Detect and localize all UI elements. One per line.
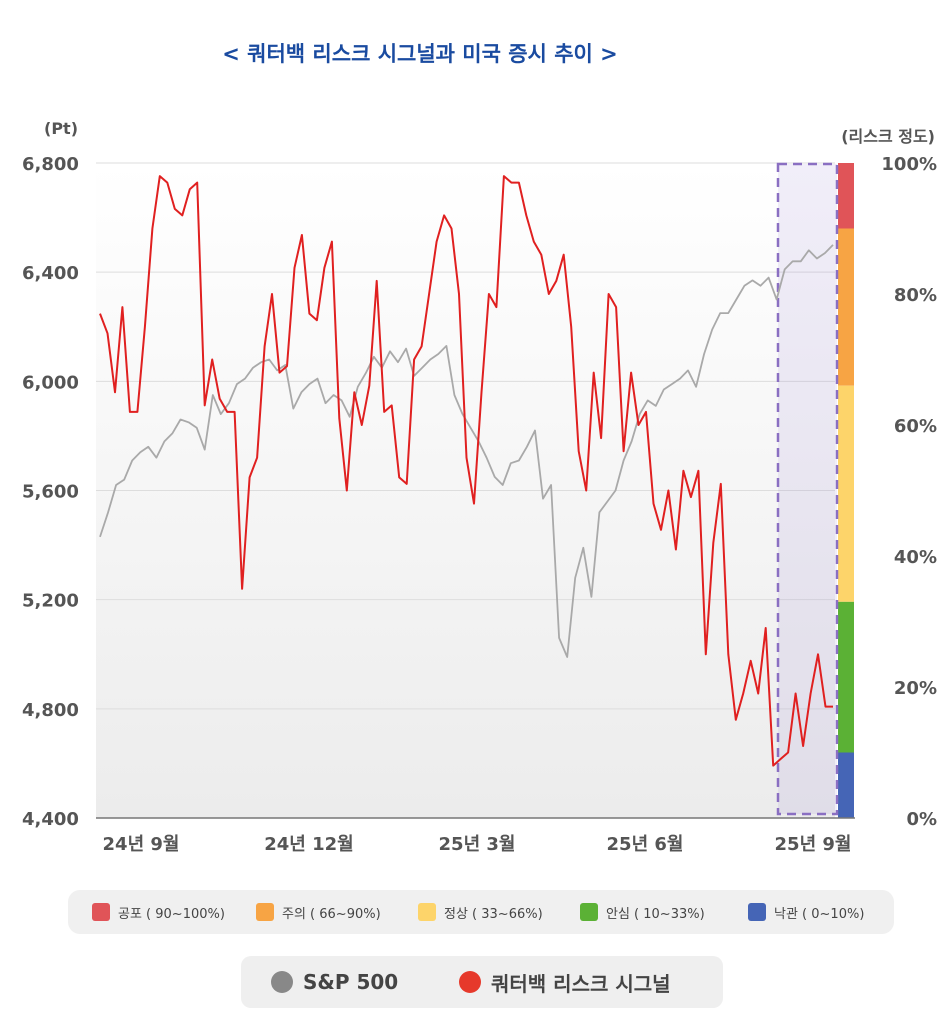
risk-swatch-optimism: [748, 903, 766, 921]
y-tick-label-right: 0%: [906, 809, 937, 830]
risk-band-bar: [838, 228, 854, 386]
risk-label-caution: 주의 ( 66~90%): [282, 906, 381, 922]
y-tick-label-left: 4,400: [22, 809, 79, 830]
x-tick-label: 25년 3월: [439, 834, 516, 855]
risk-band-bar: [838, 752, 854, 818]
series-legend: S&P 500 쿼터백 리스크 시그널: [241, 956, 723, 1008]
y-tick-label-left: 4,800: [22, 700, 79, 721]
plot-area: 6,800 6,400 6,000 5,600 5,200 4,800 4,400 (Pt) 1…: [22, 119, 937, 855]
risk-legend-item-normal: 정상 ( 33~66%): [418, 902, 543, 922]
risk-legend-item-optimism: 낙관 ( 0~10%): [748, 902, 864, 922]
risk-legend-item-fear: 공포 ( 90~100%): [92, 902, 225, 922]
x-tick-label: 24년 9월: [103, 834, 180, 855]
risk-swatch-relief: [580, 903, 598, 921]
risk-swatch-caution: [256, 903, 274, 921]
risk-legend-item-caution: 주의 ( 66~90%): [256, 902, 381, 922]
x-tick-label: 25년 9월: [775, 834, 852, 855]
y-tick-label-left: 5,600: [22, 482, 79, 503]
risk-band-legend: 공포 ( 90~100%) 주의 ( 66~90%) 정상 ( 33~66%) …: [68, 890, 894, 934]
series-line-sp500: [99, 244, 834, 658]
legend-dot-sp500: [271, 971, 293, 993]
legend-label-sp500: S&P 500: [303, 970, 399, 994]
risk-swatch-fear: [92, 903, 110, 921]
risk-band-bar: [838, 601, 854, 753]
chart-title: < 쿼터백 리스크 시그널과 미국 증시 추이 >: [222, 42, 618, 66]
risk-label-fear: 공포 ( 90~100%): [118, 906, 225, 922]
y-tick-label-right: 80%: [894, 285, 937, 306]
risk-legend-item-relief: 안심 ( 10~33%): [580, 902, 705, 922]
legend-dot-risk-signal: [459, 971, 481, 993]
y-axis-unit-right: (리스크 정도): [841, 127, 935, 146]
y-tick-label-right: 40%: [894, 547, 937, 568]
x-tick-label: 24년 12월: [264, 834, 353, 855]
y-tick-label-left: 6,000: [22, 372, 79, 393]
risk-swatch-normal: [418, 903, 436, 921]
y-tick-label-left: 5,200: [22, 591, 79, 612]
legend-item-sp500: S&P 500: [271, 968, 398, 996]
legend-label-risk-signal: 쿼터백 리스크 시그널: [491, 971, 671, 996]
risk-label-optimism: 낙관 ( 0~10%): [774, 906, 865, 922]
legend-item-risk-signal: 쿼터백 리스크 시그널: [459, 968, 671, 996]
y-tick-label-right: 60%: [894, 416, 937, 437]
y-tick-label-right: 100%: [881, 154, 937, 175]
risk-label-relief: 안심 ( 10~33%): [606, 906, 705, 922]
risk-label-normal: 정상 ( 33~66%): [444, 906, 543, 922]
x-tick-label: 25년 6월: [607, 834, 684, 855]
series-line-risk-signal: [99, 175, 833, 767]
y-tick-label-right: 20%: [894, 678, 937, 699]
risk-band-bar: [838, 163, 854, 229]
y-axis-unit-left: (Pt): [44, 119, 78, 138]
y-tick-label-left: 6,400: [22, 263, 79, 284]
y-tick-label-left: 6,800: [22, 154, 79, 175]
risk-band-bar: [838, 385, 854, 602]
